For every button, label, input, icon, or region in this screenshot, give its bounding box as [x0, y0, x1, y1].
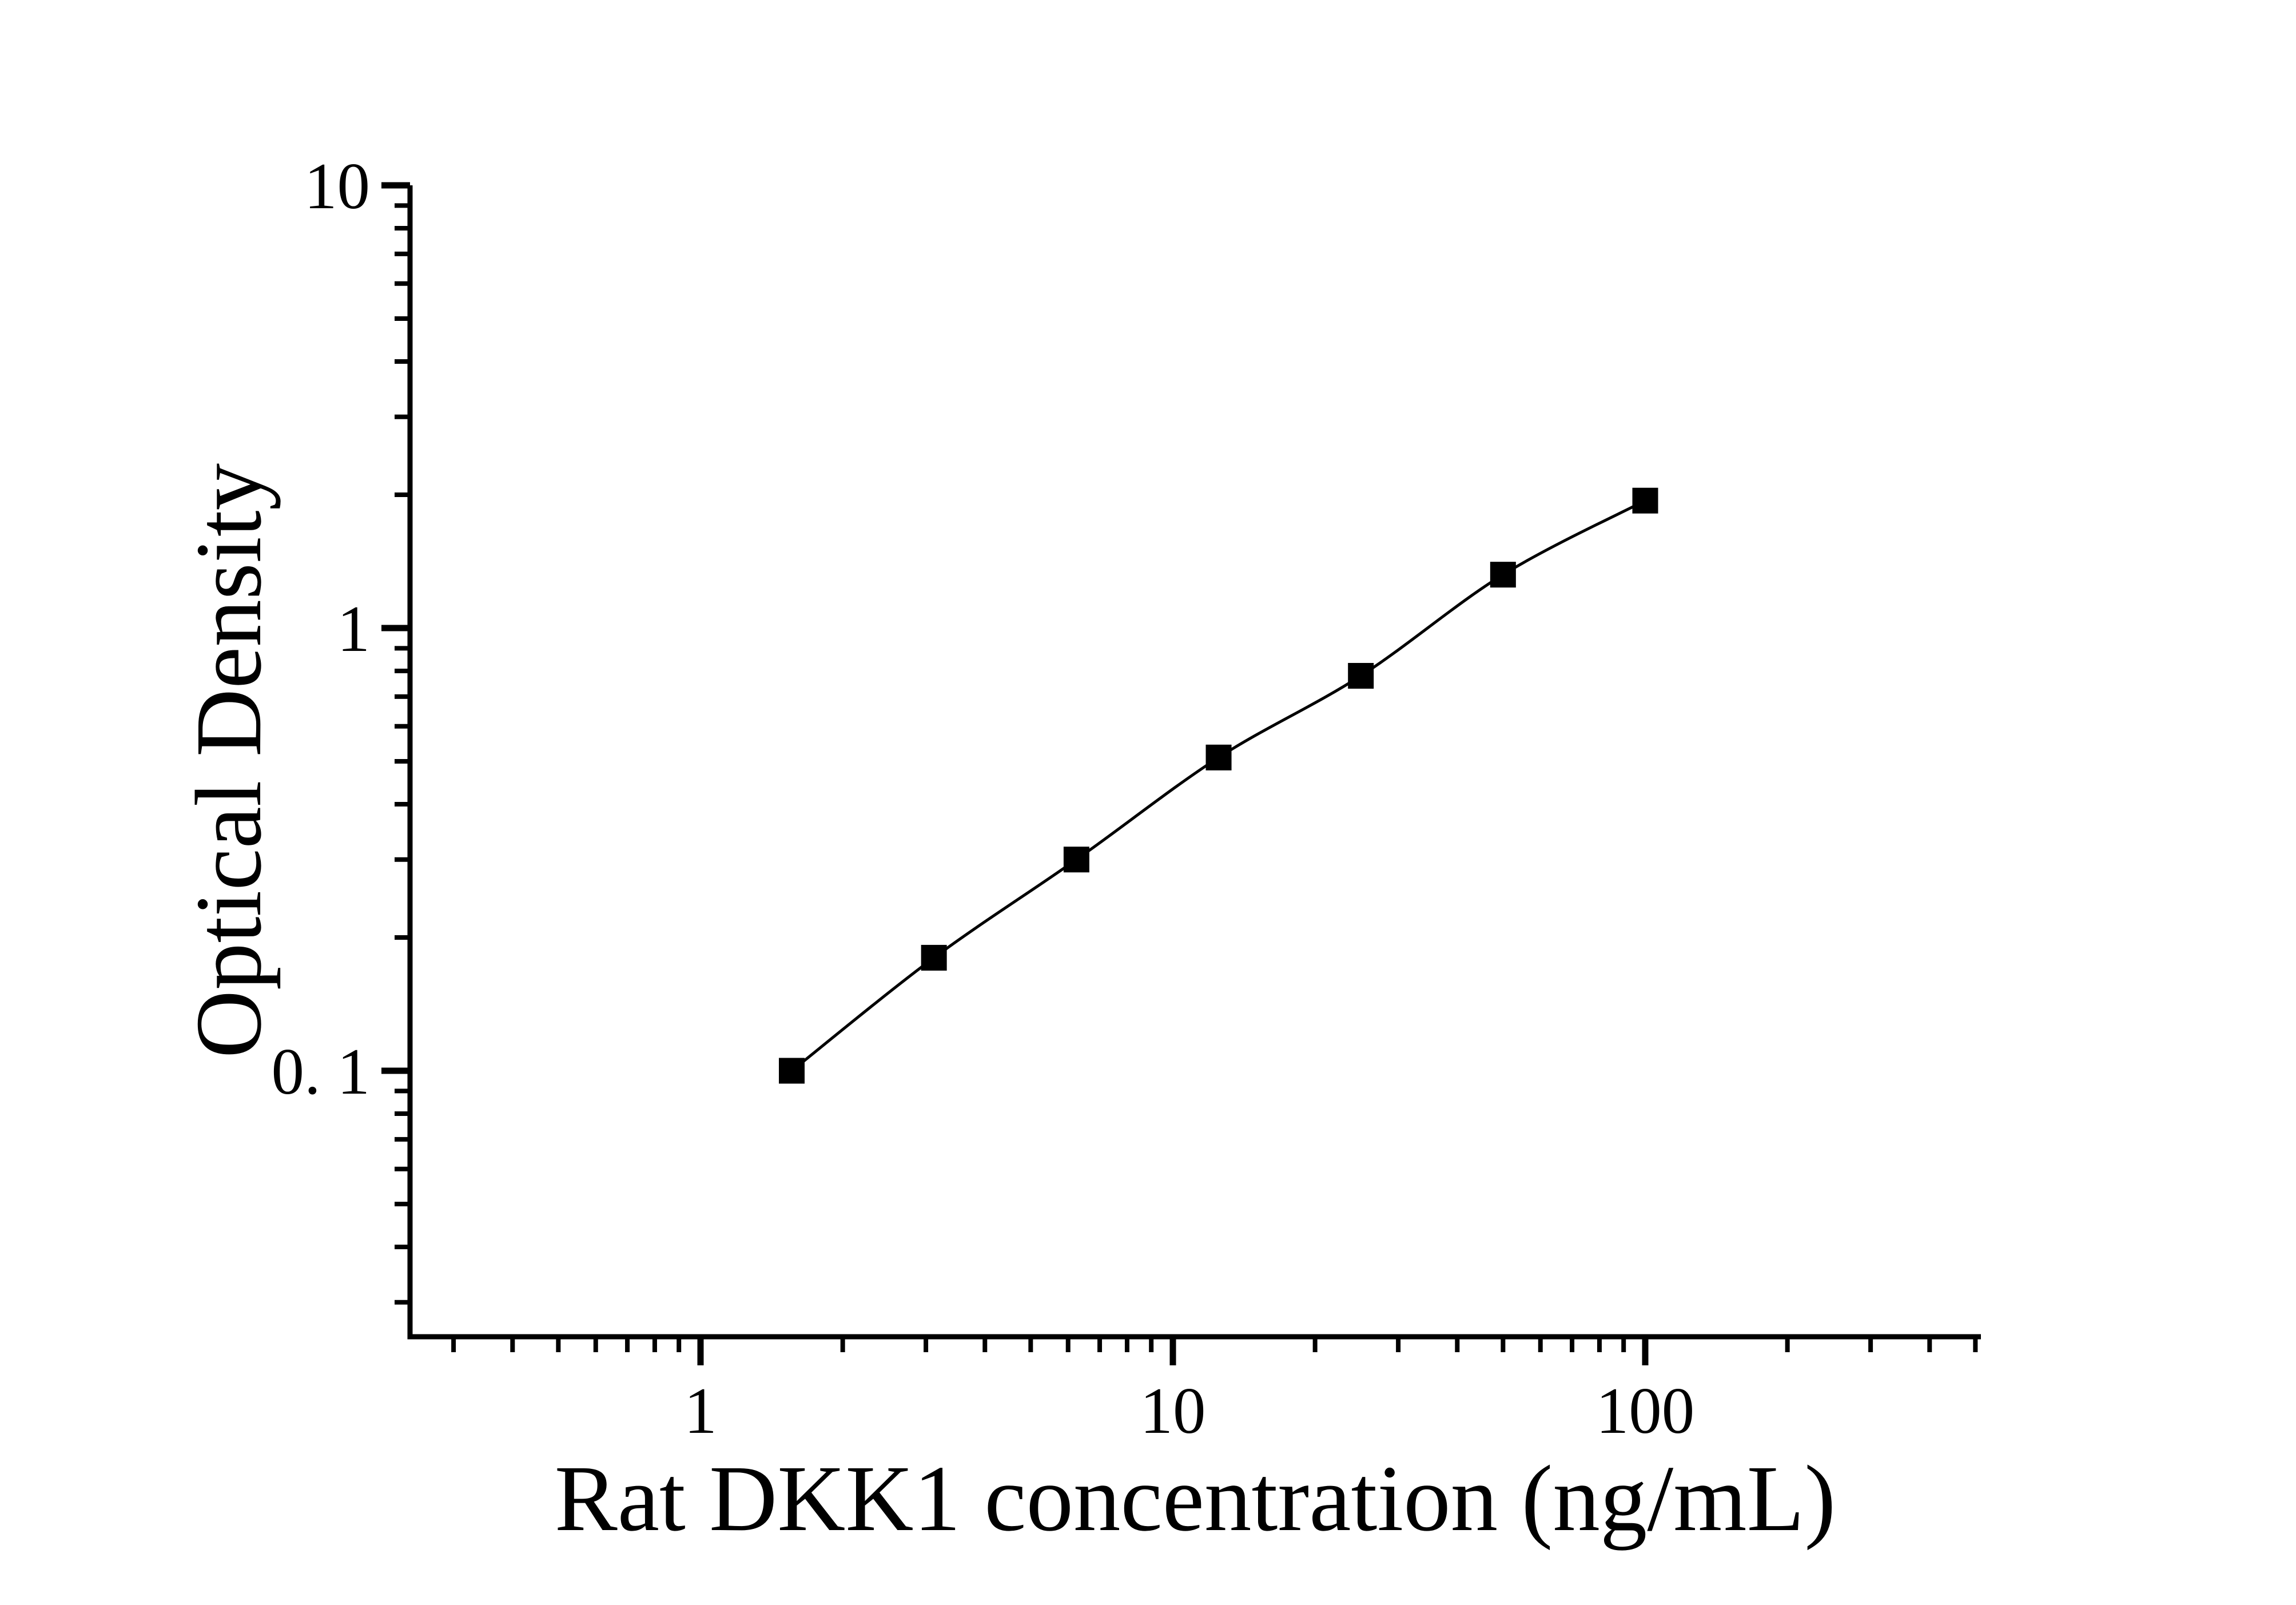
y-tick-label: 0. 1 — [272, 1035, 371, 1108]
data-point-marker — [1063, 847, 1089, 873]
axis-ticks — [381, 182, 1978, 1365]
data-point-marker — [921, 944, 947, 971]
tick-labels: 10 1 0. 1 1 10 100 — [272, 150, 1695, 1447]
axes — [407, 185, 1981, 1340]
data-point-marker — [779, 1058, 805, 1084]
data-point-marker — [1205, 744, 1232, 770]
x-tick-label: 100 — [1596, 1374, 1695, 1447]
y-tick-label: 1 — [337, 593, 371, 665]
x-tick-label: 1 — [684, 1374, 717, 1447]
data-point-marker — [1348, 663, 1374, 689]
standard-curve-line — [790, 499, 1646, 1072]
y-axis-title: Optical Density — [176, 463, 281, 1058]
y-tick-label: 10 — [304, 150, 370, 223]
x-axis-title: Rat DKK1 concentration (ng/mL) — [555, 1446, 1836, 1551]
data-point-marker — [1490, 562, 1516, 588]
data-series — [779, 487, 1658, 1084]
data-point-marker — [1632, 487, 1658, 514]
x-tick-label: 10 — [1140, 1374, 1206, 1447]
